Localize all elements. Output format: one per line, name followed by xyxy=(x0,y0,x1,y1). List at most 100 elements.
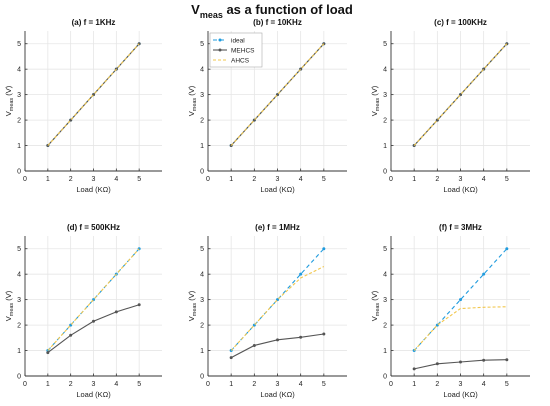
y-axis-label-unit: (V) xyxy=(187,290,196,303)
subplot-title: (a) f = 1KHz xyxy=(72,18,116,27)
y-axis-label-main: V xyxy=(187,316,196,321)
x-tick-label: 3 xyxy=(92,176,96,183)
x-tick-label: 2 xyxy=(435,381,439,388)
data-point-mehcs xyxy=(299,335,303,339)
data-point-mehcs xyxy=(252,343,256,347)
y-tick-label: 5 xyxy=(383,246,387,253)
y-axis-label-subscript: meas xyxy=(192,98,198,112)
data-point-mehcs xyxy=(322,332,326,336)
y-axis-label-main: V xyxy=(187,111,196,116)
y-axis-label-subscript: meas xyxy=(375,303,381,317)
figure-title-rest: as a function of load xyxy=(223,2,353,17)
y-tick-label: 1 xyxy=(17,143,21,150)
y-tick-label: 2 xyxy=(383,323,387,330)
data-point-mehcs xyxy=(505,358,509,362)
y-axis-label-unit: (V) xyxy=(370,290,379,303)
subplot-grid: 0 1 2 3 4 5 0 1 2 3 4 5 (a) f = 1KHz Load (KΩ) Vmeas (… xyxy=(4,18,530,399)
data-point-ideal xyxy=(299,272,303,276)
y-axis-label: Vmeas (V) xyxy=(370,290,381,321)
y-axis-label-subscript: meas xyxy=(375,98,381,112)
x-tick-label: 0 xyxy=(23,176,27,183)
figure-title-subscript: meas xyxy=(200,10,223,20)
legend: ideal MEHCS AHCS xyxy=(209,32,263,68)
y-axis-label: Vmeas (V) xyxy=(4,290,15,321)
y-tick-label: 5 xyxy=(200,41,204,48)
y-axis-label-main: V xyxy=(370,111,379,116)
y-axis-label-subscript: meas xyxy=(9,98,15,112)
y-tick-label: 0 xyxy=(200,374,204,381)
x-tick-label: 4 xyxy=(482,176,486,183)
subplot-3: 0 1 2 3 4 5 0 1 2 3 4 5 (c) f = 100KHz Load (KΩ) Vmeas… xyxy=(370,18,530,194)
subplot-4: 0 1 2 3 4 5 0 1 2 3 4 5 (d) f = 500KHz Load (KΩ) Vmeas… xyxy=(4,223,162,399)
data-point-mehcs xyxy=(114,310,118,314)
subplot-title: (b) f = 10KHz xyxy=(253,18,302,27)
subplot-title: (d) f = 500KHz xyxy=(67,223,120,232)
y-tick-label: 1 xyxy=(17,348,21,355)
x-tick-label: 1 xyxy=(229,381,233,388)
series-line-ahcs xyxy=(413,43,508,146)
data-point-mehcs xyxy=(137,303,141,307)
x-tick-label: 2 xyxy=(252,381,256,388)
subplot-5: 0 1 2 3 4 5 0 1 2 3 4 5 (e) f = 1MHz Load (KΩ) Vmeas (… xyxy=(187,223,347,399)
x-tick-label: 3 xyxy=(92,381,96,388)
y-tick-label: 5 xyxy=(383,41,387,48)
series-line-ahcs xyxy=(230,43,325,146)
y-tick-label: 5 xyxy=(200,246,204,253)
x-tick-label: 0 xyxy=(206,381,210,388)
x-tick-label: 4 xyxy=(114,381,118,388)
subplot-title: (c) f = 100KHz xyxy=(434,18,487,27)
y-tick-label: 0 xyxy=(17,169,21,176)
y-tick-label: 4 xyxy=(200,272,204,279)
subplot-2: 0 1 2 3 4 5 0 1 2 3 4 5 (b) f = 10KHz Load (KΩ) Vmeas … xyxy=(187,18,347,194)
x-tick-label: 5 xyxy=(137,176,141,183)
y-tick-label: 1 xyxy=(383,348,387,355)
data-point-mehcs xyxy=(92,319,95,323)
y-tick-label: 0 xyxy=(383,374,387,381)
y-tick-label: 3 xyxy=(200,92,204,99)
x-tick-label: 1 xyxy=(412,381,416,388)
x-tick-label: 4 xyxy=(299,381,303,388)
data-point-ideal xyxy=(322,247,326,251)
x-tick-label: 1 xyxy=(412,176,416,183)
data-point-mehcs xyxy=(276,338,279,342)
x-axis-label: Load (KΩ) xyxy=(76,390,111,399)
x-tick-label: 4 xyxy=(299,176,303,183)
x-axis-label: Load (KΩ) xyxy=(260,390,295,399)
x-tick-label: 4 xyxy=(114,176,118,183)
y-tick-label: 1 xyxy=(383,143,387,150)
y-tick-label: 0 xyxy=(383,169,387,176)
figure-title-main: V xyxy=(191,2,200,17)
y-tick-label: 2 xyxy=(200,118,204,125)
x-tick-label: 5 xyxy=(322,381,326,388)
data-point-mehcs xyxy=(46,351,50,355)
y-tick-label: 4 xyxy=(383,67,387,74)
y-axis-label-unit: (V) xyxy=(370,85,379,98)
y-axis-label-subscript: meas xyxy=(9,303,15,317)
x-tick-label: 1 xyxy=(46,381,50,388)
y-tick-label: 1 xyxy=(200,348,204,355)
figure-title: Vmeas as a function of load xyxy=(191,2,353,20)
data-point-mehcs xyxy=(482,358,486,362)
x-tick-label: 2 xyxy=(69,176,73,183)
y-tick-label: 0 xyxy=(17,374,21,381)
y-tick-label: 0 xyxy=(200,169,204,176)
y-axis-label-main: V xyxy=(4,111,13,116)
y-tick-label: 3 xyxy=(17,297,21,304)
x-tick-label: 5 xyxy=(505,381,509,388)
x-tick-label: 5 xyxy=(322,176,326,183)
y-axis-label-unit: (V) xyxy=(4,85,13,98)
y-tick-label: 2 xyxy=(383,118,387,125)
y-tick-label: 4 xyxy=(383,272,387,279)
data-point-mehcs xyxy=(459,360,462,364)
y-axis-label-subscript: meas xyxy=(192,303,198,317)
x-tick-label: 5 xyxy=(137,381,141,388)
y-tick-label: 3 xyxy=(200,297,204,304)
series-line-ahcs xyxy=(413,306,507,351)
data-point-ideal xyxy=(482,272,486,276)
x-tick-label: 5 xyxy=(505,176,509,183)
y-tick-label: 5 xyxy=(17,246,21,253)
x-tick-label: 3 xyxy=(459,176,463,183)
data-point-mehcs xyxy=(229,356,233,360)
x-axis-label: Load (KΩ) xyxy=(443,185,478,194)
